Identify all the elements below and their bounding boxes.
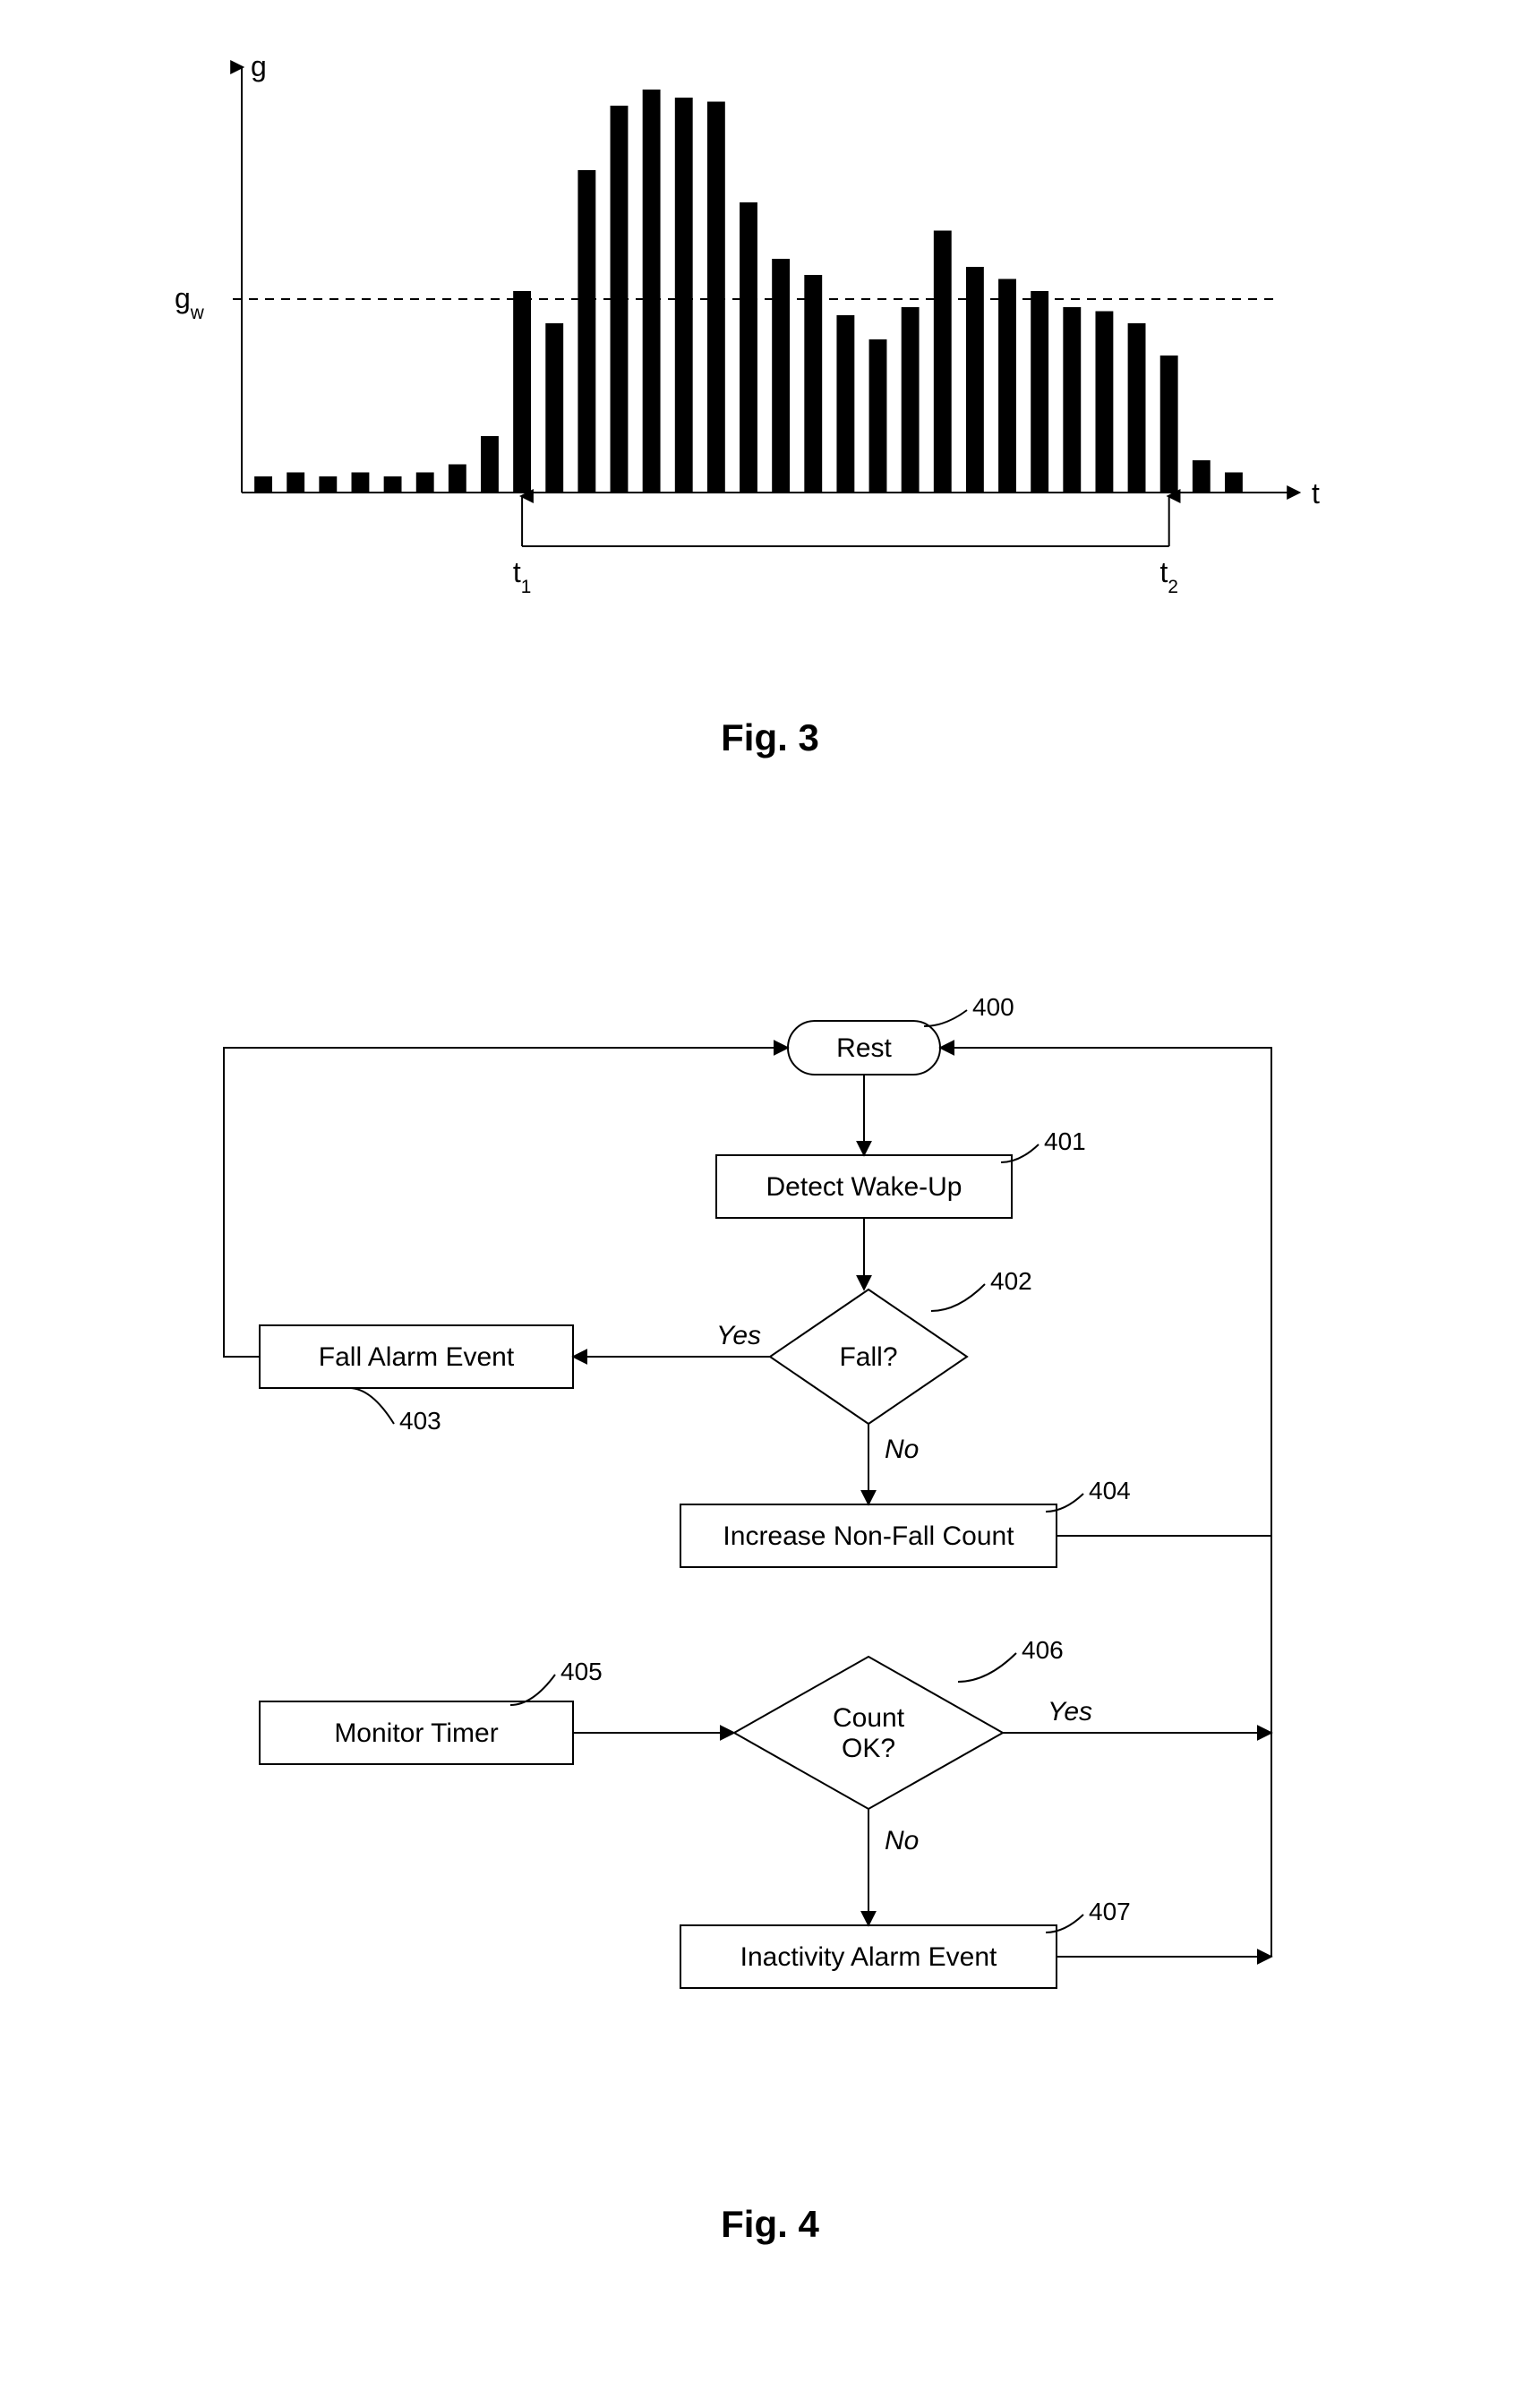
svg-text:402: 402	[990, 1267, 1032, 1295]
svg-text:No: No	[885, 1435, 919, 1464]
fig3-chart: g t gw t1 t2	[0, 0, 1540, 698]
svg-text:Increase Non-Fall Count: Increase Non-Fall Count	[723, 1521, 1014, 1551]
svg-text:g: g	[251, 50, 267, 82]
svg-text:gw: gw	[175, 282, 205, 323]
svg-text:No: No	[885, 1826, 919, 1855]
svg-text:t: t	[1312, 477, 1320, 510]
svg-text:Yes: Yes	[716, 1321, 761, 1350]
svg-text:Detect Wake-Up: Detect Wake-Up	[766, 1172, 962, 1202]
svg-text:t2: t2	[1159, 556, 1177, 597]
svg-text:Fall?: Fall?	[839, 1342, 897, 1372]
svg-text:Rest: Rest	[836, 1033, 892, 1063]
svg-text:t1: t1	[513, 556, 531, 597]
fig3-caption: Fig. 3	[0, 716, 1540, 759]
svg-text:Inactivity Alarm Event: Inactivity Alarm Event	[740, 1942, 997, 1972]
svg-text:OK?: OK?	[842, 1734, 895, 1763]
svg-text:405: 405	[560, 1658, 603, 1685]
svg-text:406: 406	[1022, 1636, 1064, 1664]
svg-text:Fall Alarm Event: Fall Alarm Event	[319, 1342, 515, 1372]
page: g t gw t1 t2 Fig. 3 Rest Detect Wake-Up Fall? F…	[0, 0, 1540, 2408]
fig4-flowchart: Rest Detect Wake-Up Fall? Fall Alarm Event I…	[143, 985, 1397, 2104]
svg-text:Count: Count	[833, 1703, 905, 1733]
svg-text:403: 403	[399, 1407, 441, 1435]
svg-text:400: 400	[972, 993, 1014, 1021]
svg-text:401: 401	[1044, 1127, 1086, 1155]
svg-text:404: 404	[1089, 1477, 1131, 1504]
svg-text:407: 407	[1089, 1898, 1131, 1925]
svg-text:Yes: Yes	[1048, 1697, 1092, 1727]
fig4-caption: Fig. 4	[0, 2203, 1540, 2246]
svg-text:Monitor Timer: Monitor Timer	[334, 1718, 498, 1748]
